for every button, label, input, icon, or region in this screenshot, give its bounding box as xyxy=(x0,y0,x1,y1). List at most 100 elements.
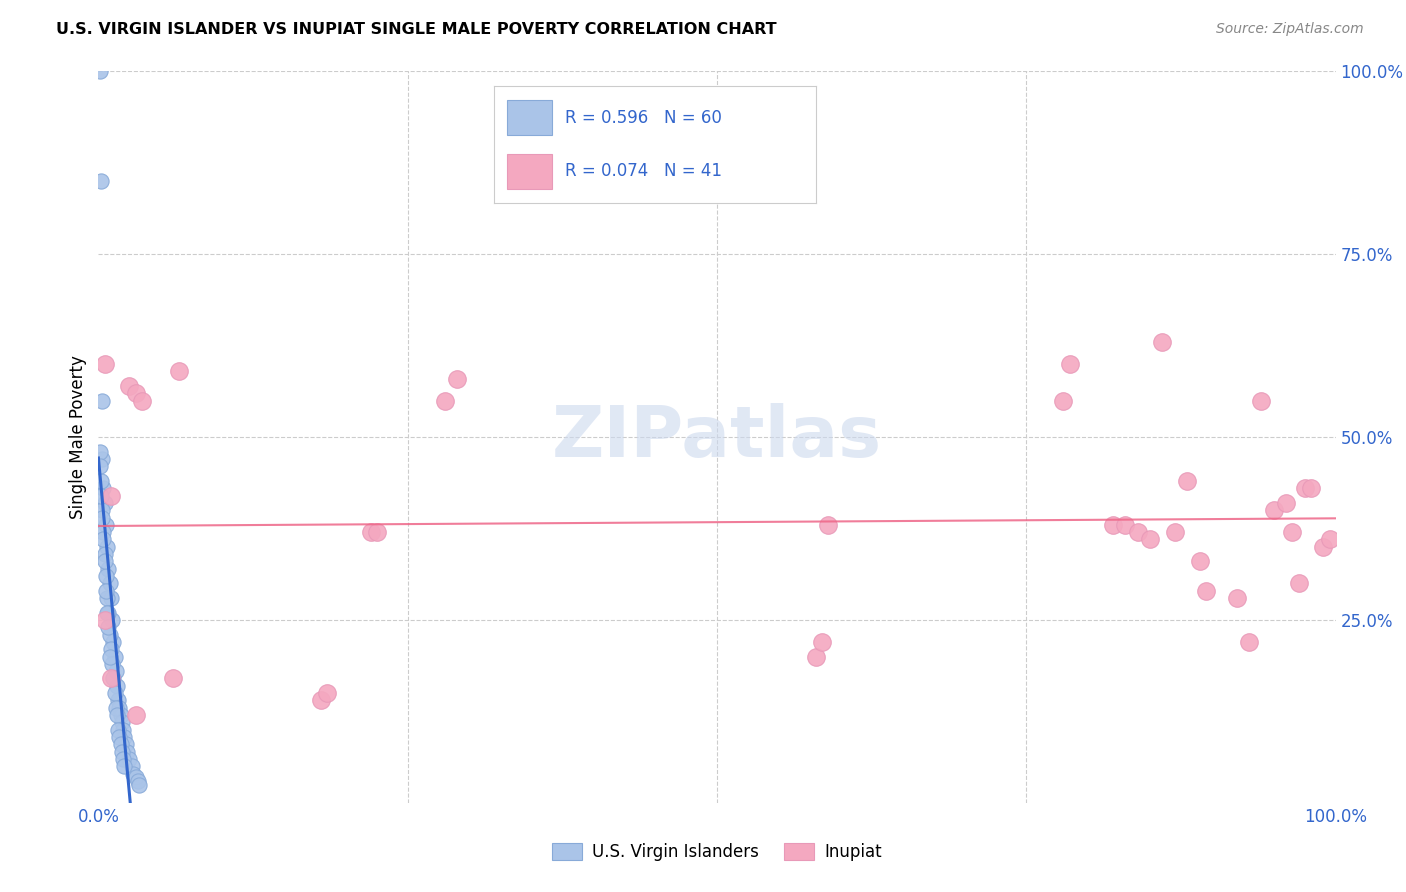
Point xyxy=(101,613,124,627)
Point xyxy=(101,657,124,671)
Point xyxy=(1164,525,1187,540)
Point xyxy=(316,686,339,700)
Point xyxy=(811,635,834,649)
Point xyxy=(98,576,121,591)
Point xyxy=(131,393,153,408)
Point xyxy=(105,679,128,693)
Point xyxy=(433,393,456,408)
Point xyxy=(366,525,388,540)
Legend: U.S. Virgin Islanders, Inupiat: U.S. Virgin Islanders, Inupiat xyxy=(546,836,889,868)
Point xyxy=(111,745,134,759)
Point xyxy=(118,752,141,766)
Point xyxy=(114,737,136,751)
Point xyxy=(1102,517,1125,532)
Point xyxy=(107,693,129,707)
Point xyxy=(309,693,332,707)
Point xyxy=(103,635,125,649)
Point xyxy=(103,672,125,686)
Point xyxy=(167,364,190,378)
Point xyxy=(128,777,150,792)
Point xyxy=(91,510,114,524)
Point xyxy=(94,583,117,598)
Point xyxy=(1275,496,1298,510)
Point xyxy=(94,569,117,583)
Point xyxy=(1299,481,1322,495)
Point xyxy=(96,540,118,554)
Point xyxy=(100,591,122,605)
Point xyxy=(107,723,129,737)
Point xyxy=(112,730,135,744)
Point xyxy=(105,708,128,723)
Y-axis label: Single Male Poverty: Single Male Poverty xyxy=(69,355,87,519)
Point xyxy=(89,64,111,78)
Point xyxy=(122,766,145,780)
Point xyxy=(112,759,135,773)
Point xyxy=(817,517,839,532)
Point xyxy=(104,664,127,678)
Point xyxy=(96,606,118,620)
Point xyxy=(1114,517,1136,532)
Point xyxy=(1188,554,1211,568)
Point xyxy=(1059,357,1081,371)
Point xyxy=(1263,503,1285,517)
Point xyxy=(446,371,468,385)
Point xyxy=(96,591,118,605)
Point xyxy=(100,642,122,657)
Point xyxy=(89,444,111,458)
Point xyxy=(104,700,127,714)
Point xyxy=(90,174,112,188)
Point xyxy=(97,606,120,620)
Point xyxy=(93,525,115,540)
Point xyxy=(112,752,135,766)
Point xyxy=(93,613,115,627)
Point xyxy=(115,745,138,759)
Point xyxy=(1281,525,1303,540)
Point xyxy=(1319,533,1341,547)
Point xyxy=(1226,591,1249,605)
Text: U.S. VIRGIN ISLANDER VS INUPIAT SINGLE MALE POVERTY CORRELATION CHART: U.S. VIRGIN ISLANDER VS INUPIAT SINGLE M… xyxy=(56,22,778,37)
Point xyxy=(97,620,120,634)
Point xyxy=(93,554,115,568)
Point xyxy=(98,627,121,641)
Point xyxy=(804,649,827,664)
Point xyxy=(1126,525,1149,540)
Point xyxy=(124,770,146,784)
Point xyxy=(1195,583,1218,598)
Point xyxy=(112,723,135,737)
Point xyxy=(1237,635,1260,649)
Point xyxy=(97,562,120,576)
Point xyxy=(1152,334,1174,349)
Text: Source: ZipAtlas.com: Source: ZipAtlas.com xyxy=(1216,22,1364,37)
Point xyxy=(91,393,114,408)
Point xyxy=(124,386,146,401)
Point xyxy=(162,672,184,686)
Point xyxy=(118,379,141,393)
Point xyxy=(1294,481,1316,495)
Point xyxy=(1250,393,1272,408)
Point xyxy=(1175,474,1198,488)
Point xyxy=(98,649,121,664)
Point xyxy=(93,547,115,561)
Point xyxy=(1052,393,1074,408)
Point xyxy=(103,686,125,700)
Point xyxy=(124,708,146,723)
Point xyxy=(89,459,111,474)
Point xyxy=(111,715,134,730)
Point xyxy=(91,503,114,517)
Text: ZIPatlas: ZIPatlas xyxy=(553,402,882,472)
Point xyxy=(1312,540,1334,554)
Point xyxy=(108,730,131,744)
Point xyxy=(100,489,122,503)
Point xyxy=(93,357,115,371)
Point xyxy=(1139,533,1161,547)
Point xyxy=(93,496,115,510)
Point xyxy=(1288,576,1310,591)
Point xyxy=(91,452,114,467)
Point xyxy=(110,737,132,751)
Point xyxy=(94,517,117,532)
Point xyxy=(108,700,131,714)
Point xyxy=(127,773,149,788)
Point xyxy=(93,481,115,495)
Point xyxy=(93,533,115,547)
Point xyxy=(100,672,122,686)
